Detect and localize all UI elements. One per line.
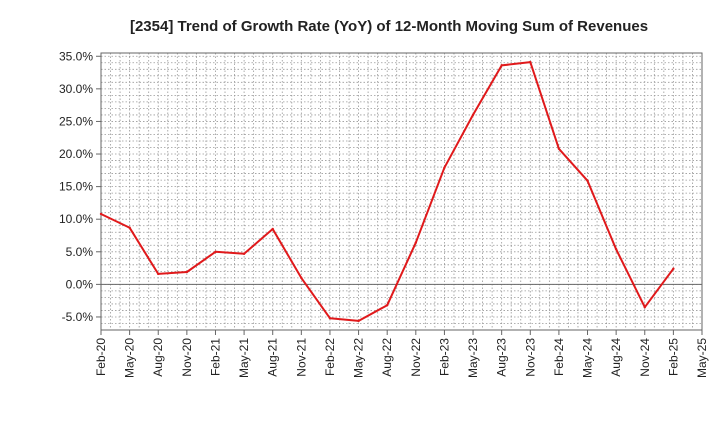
data-point [672,267,675,270]
x-tick-label: Feb-25 [666,338,680,376]
x-tick-label: May-23 [466,338,480,378]
y-tick-label: 5.0% [66,245,94,259]
data-point [586,179,589,182]
x-tick-label: Feb-22 [323,338,337,376]
y-tick-label: 35.0% [59,49,93,63]
x-tick-label: Aug-21 [266,338,280,377]
data-point [214,250,217,253]
data-point [99,212,103,216]
x-tick-label: May-22 [352,338,366,378]
chart-title: [2354] Trend of Growth Rate (YoY) of 12-… [130,18,648,35]
x-tick-label: Nov-23 [523,338,537,377]
data-point [500,64,503,67]
data-point [328,317,332,320]
x-tick-label: Nov-21 [294,338,308,377]
data-point [614,247,618,251]
x-tick-label: May-25 [695,338,709,378]
data-point [385,304,389,307]
x-tick-label: Nov-24 [638,338,652,377]
x-tick-label: May-24 [581,338,595,378]
y-tick-label: 30.0% [59,82,93,96]
x-tick-label: May-21 [237,338,251,378]
x-tick-label: May-20 [123,338,137,378]
x-tick-label: Feb-20 [94,338,108,376]
plot-area [100,52,703,331]
data-point [529,60,532,64]
x-tick-label: Aug-22 [380,338,394,377]
data-point [157,272,160,276]
series-line [100,61,675,322]
data-point [471,113,475,117]
y-axis: 35.0% 30.0% 25.0% 20.0% 15.0% 10.0% 5.0% 0.0% -5… [59,49,101,324]
data-point [300,276,303,280]
data-point [128,226,131,229]
data-point [643,305,646,309]
y-tick-label: -5.0% [62,310,94,324]
grid-lines [101,53,702,331]
x-tick-label: Feb-21 [208,338,222,376]
x-tick-label: Aug-20 [151,338,165,377]
x-axis: Feb-20 May-20 Aug-20 Nov-20 Feb-21 May-21 Aug-… [94,330,709,378]
y-tick-label: 15.0% [59,180,93,194]
data-point [443,166,446,169]
x-tick-label: Aug-24 [609,338,623,377]
data-point [271,227,274,231]
y-tick-label: 20.0% [59,147,93,161]
x-tick-label: Nov-20 [180,338,194,377]
data-point [185,270,189,274]
x-tick-label: Aug-23 [495,338,509,377]
series-layer [99,60,675,323]
x-tick-label: Feb-23 [437,338,451,376]
y-tick-label: 10.0% [59,212,93,226]
x-tick-label: Nov-22 [409,338,423,377]
data-point [242,252,246,255]
y-tick-label: 25.0% [59,114,93,128]
data-point [557,147,561,151]
y-tick-label: 0.0% [66,277,94,291]
data-point [357,319,360,323]
data-point [414,241,418,244]
x-tick-label: Feb-24 [552,338,566,376]
